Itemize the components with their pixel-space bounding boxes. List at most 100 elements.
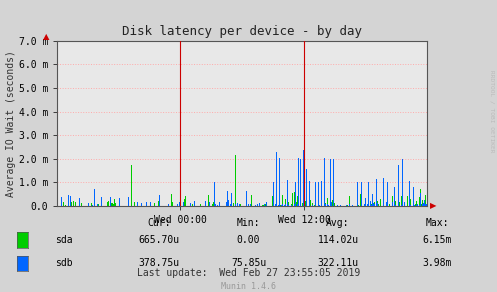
Bar xyxy=(266,202,267,206)
Bar xyxy=(150,202,151,206)
Bar xyxy=(244,203,245,206)
Bar xyxy=(318,195,319,206)
Bar xyxy=(321,198,322,206)
Bar xyxy=(395,201,396,206)
Bar xyxy=(411,199,412,206)
Bar xyxy=(388,203,389,206)
Bar xyxy=(402,159,403,206)
Bar xyxy=(79,198,80,206)
Bar xyxy=(97,205,98,206)
Bar xyxy=(252,200,253,206)
Bar xyxy=(295,199,296,206)
Bar xyxy=(190,205,191,206)
Bar xyxy=(292,193,293,206)
Bar xyxy=(312,203,313,206)
Bar xyxy=(327,198,328,206)
Bar xyxy=(413,187,414,206)
Bar xyxy=(134,202,135,206)
Bar xyxy=(264,150,265,206)
Bar xyxy=(392,202,393,206)
Bar xyxy=(383,178,384,206)
Bar xyxy=(402,201,403,206)
Bar xyxy=(240,204,241,206)
Bar xyxy=(219,202,220,206)
Text: Avg:: Avg: xyxy=(326,218,350,227)
Bar xyxy=(391,191,392,206)
Bar xyxy=(364,204,365,206)
Title: Disk latency per device - by day: Disk latency per device - by day xyxy=(122,25,362,38)
Text: sda: sda xyxy=(55,235,72,245)
Bar xyxy=(371,205,372,206)
Bar xyxy=(57,201,58,206)
Bar xyxy=(155,202,156,206)
Bar xyxy=(288,205,289,206)
Bar xyxy=(201,204,202,206)
Bar xyxy=(110,205,111,206)
Bar xyxy=(279,158,280,206)
Bar xyxy=(297,204,298,206)
Bar xyxy=(108,201,109,206)
Bar xyxy=(128,197,129,206)
Bar xyxy=(284,205,285,206)
Bar xyxy=(212,204,213,206)
Bar xyxy=(209,202,210,206)
Bar xyxy=(410,205,411,206)
Bar xyxy=(416,191,417,206)
Bar xyxy=(361,182,362,206)
Bar xyxy=(415,204,416,206)
Bar xyxy=(291,204,292,206)
Bar xyxy=(378,204,379,206)
Bar xyxy=(371,204,372,206)
Bar xyxy=(358,205,359,206)
Bar xyxy=(265,204,266,206)
Bar xyxy=(275,204,276,206)
Bar xyxy=(267,203,268,206)
Bar xyxy=(57,203,58,206)
Bar xyxy=(420,193,421,206)
Bar xyxy=(399,202,400,206)
Bar xyxy=(309,181,310,206)
Bar xyxy=(107,202,108,206)
Text: 0.00: 0.00 xyxy=(237,235,260,245)
Bar xyxy=(332,200,333,206)
Bar xyxy=(235,204,236,206)
Bar xyxy=(377,204,378,206)
Bar xyxy=(368,195,369,206)
Bar xyxy=(228,200,229,206)
Bar xyxy=(304,204,305,206)
Bar xyxy=(276,152,277,206)
Bar xyxy=(190,203,191,206)
Bar xyxy=(300,159,301,206)
Bar xyxy=(314,205,315,206)
Bar xyxy=(237,204,238,206)
Bar xyxy=(303,150,304,206)
Text: Cur:: Cur: xyxy=(147,218,171,227)
Bar xyxy=(424,200,425,206)
Bar xyxy=(263,205,264,206)
Bar xyxy=(227,204,228,206)
Bar xyxy=(68,195,69,206)
Bar xyxy=(298,158,299,206)
Bar xyxy=(126,201,127,206)
Bar xyxy=(146,202,147,206)
Bar xyxy=(246,191,247,206)
Bar xyxy=(377,201,378,206)
Bar xyxy=(233,197,234,206)
Text: ▶: ▶ xyxy=(430,201,437,210)
Bar xyxy=(360,194,361,206)
Bar xyxy=(362,201,363,206)
Bar xyxy=(315,202,316,206)
Bar xyxy=(194,205,195,206)
Bar xyxy=(365,198,366,206)
Bar xyxy=(336,196,337,206)
Bar xyxy=(285,199,286,206)
Bar xyxy=(417,204,418,206)
Bar xyxy=(279,197,280,206)
Bar xyxy=(61,197,62,206)
Bar xyxy=(356,203,357,206)
Bar xyxy=(68,201,69,206)
Bar xyxy=(231,193,232,206)
Bar xyxy=(235,155,236,206)
Bar xyxy=(280,205,281,206)
Bar xyxy=(410,199,411,206)
